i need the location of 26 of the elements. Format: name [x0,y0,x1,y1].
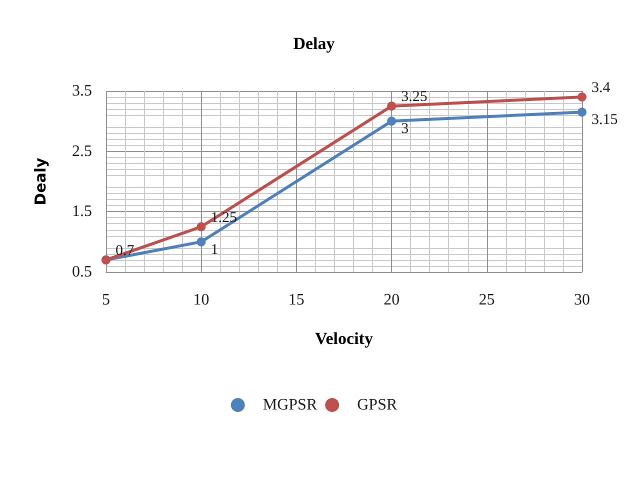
point [196,237,206,246]
legend-label: GPSR [357,396,398,414]
legend-label: MGPSR [262,396,318,414]
y-axis-title: Dealy [32,157,50,206]
point [387,102,396,111]
point [196,222,206,232]
x-tick-label: 15 [288,292,304,308]
x-tick-label: 20 [384,292,400,308]
x-tick-label: 30 [574,292,590,308]
point [578,92,586,102]
y-tick-label: 2.5 [72,142,92,160]
data-label: 3.15 [592,112,618,128]
y-tick-label: 0.5 [72,264,92,280]
data-label: 3 [401,121,409,138]
data-label: 3.4 [592,80,611,96]
x-tick-label: 25 [478,292,495,308]
x-tick-label: 5 [102,292,110,308]
chart-title: Delay [293,34,336,53]
y-tick-label: 1.5 [72,203,92,220]
point [387,116,396,126]
data-label: 3.25 [401,89,428,106]
x-tick-label: 10 [193,292,210,308]
x-axis-title: Velocity [315,329,374,348]
y-tick-label: 3.5 [72,82,92,100]
data-label: 1 [210,242,218,258]
point [578,108,586,117]
